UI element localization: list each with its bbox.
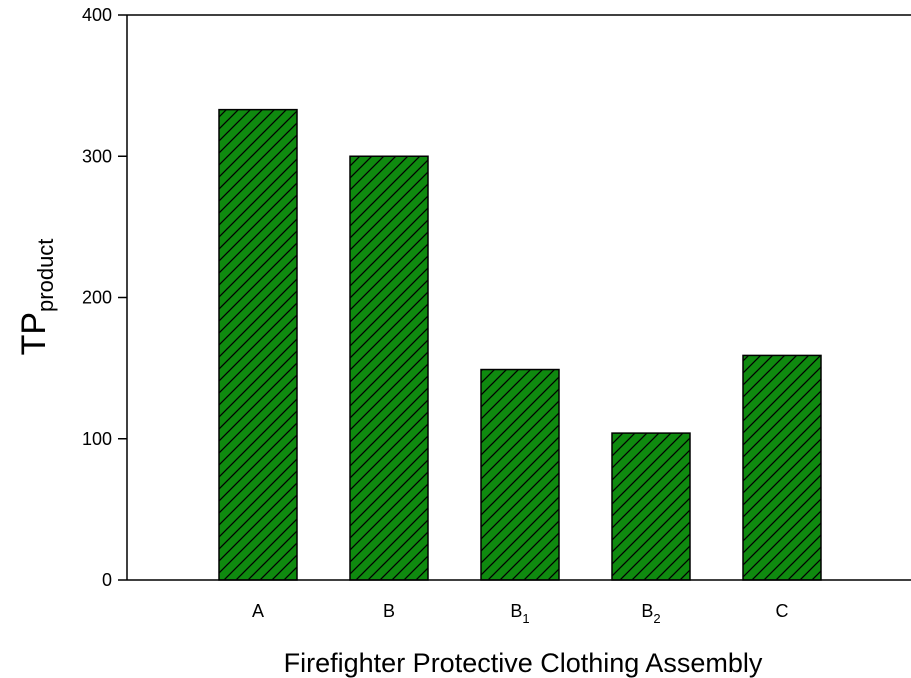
x-axis-ticks: A B B1 B2 C bbox=[252, 601, 789, 626]
x-tick-label: B2 bbox=[641, 601, 660, 626]
x-tick-label-subscript: 2 bbox=[653, 611, 660, 626]
y-tick-label: 200 bbox=[82, 288, 112, 308]
y-axis-title: TPproduct bbox=[15, 239, 58, 356]
bar-3 bbox=[611, 432, 691, 581]
bar-4 bbox=[742, 354, 822, 581]
x-tick-label-base: B bbox=[383, 601, 395, 621]
y-tick-label: 0 bbox=[102, 570, 112, 590]
x-tick-label-base: A bbox=[252, 601, 264, 621]
x-tick-label-base: B bbox=[641, 601, 653, 621]
x-tick-label-subscript: 1 bbox=[522, 611, 529, 626]
y-tick-label: 400 bbox=[82, 5, 112, 25]
x-tick-label-base: B bbox=[510, 601, 522, 621]
y-axis-title-main: TP bbox=[15, 312, 53, 355]
x-tick-label: A bbox=[252, 601, 264, 621]
bar-0 bbox=[218, 108, 298, 581]
x-axis-title: Firefighter Protective Clothing Assembly bbox=[284, 648, 763, 678]
x-tick-label: B bbox=[383, 601, 395, 621]
x-tick-label-base: C bbox=[776, 601, 789, 621]
y-axis-ticks: 0 100 200 300 400 bbox=[82, 5, 127, 590]
bar-2 bbox=[480, 368, 560, 581]
x-tick-label: C bbox=[776, 601, 789, 621]
y-axis-title-subscript: product bbox=[33, 239, 58, 312]
y-tick-label: 100 bbox=[82, 429, 112, 449]
bars-group bbox=[218, 108, 822, 581]
y-tick-label: 300 bbox=[82, 146, 112, 166]
x-tick-label: B1 bbox=[510, 601, 529, 626]
bar-1 bbox=[349, 155, 429, 581]
